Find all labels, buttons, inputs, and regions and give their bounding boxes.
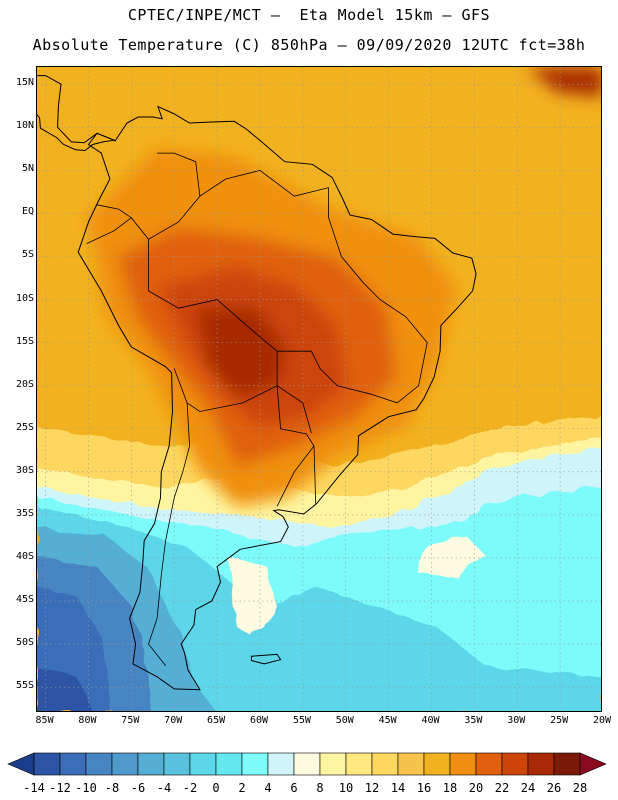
country-border bbox=[277, 187, 428, 404]
colorbar-swatch bbox=[85, 752, 113, 776]
colorbar-swatch bbox=[163, 752, 191, 776]
country-border bbox=[173, 368, 278, 412]
country-border bbox=[148, 239, 312, 434]
latitude-label: 5S bbox=[21, 249, 34, 261]
colorbar-swatch bbox=[527, 752, 555, 776]
colorbar-swatch bbox=[111, 752, 139, 776]
country-border bbox=[157, 152, 201, 197]
colorbar-swatch bbox=[319, 752, 347, 776]
colorbar-swatch bbox=[33, 752, 61, 776]
colorbar-swatch bbox=[293, 752, 321, 776]
colorbar-label: -2 bbox=[182, 781, 198, 795]
colorbar-label: 6 bbox=[290, 781, 298, 795]
colorbar-label: 8 bbox=[316, 781, 324, 795]
longitude-label: 20W bbox=[592, 715, 612, 726]
colorbar-swatch bbox=[371, 752, 399, 776]
colorbar-label: 10 bbox=[338, 781, 354, 795]
colorbar-swatch bbox=[449, 752, 477, 776]
colorbar-label: 16 bbox=[416, 781, 432, 795]
longitude-label: 40W bbox=[421, 715, 440, 726]
colorbar-label: -8 bbox=[104, 781, 120, 795]
colorbar-label: 14 bbox=[390, 781, 406, 795]
country-border bbox=[96, 204, 132, 219]
colorbar-label: -6 bbox=[130, 781, 146, 795]
temperature-map bbox=[36, 66, 602, 712]
latitude-label: 25S bbox=[15, 421, 34, 433]
colorbar-label: 4 bbox=[264, 781, 272, 795]
colorbar-swatch bbox=[215, 752, 243, 776]
colorbar-label: -4 bbox=[156, 781, 172, 795]
colorbar-swatch bbox=[137, 752, 165, 776]
longitude-label: 85W bbox=[35, 715, 54, 726]
colorbar-label: -14 bbox=[23, 781, 45, 795]
colorbar-label: 22 bbox=[494, 781, 510, 795]
country-border bbox=[148, 402, 191, 666]
country-border bbox=[86, 217, 149, 244]
colorbar bbox=[7, 752, 607, 776]
latitude-label: 5N bbox=[21, 163, 34, 175]
longitude-label: 60W bbox=[249, 715, 268, 726]
latitude-label: 35S bbox=[15, 507, 34, 519]
latitude-label: 15N bbox=[15, 77, 34, 89]
colorbar-label: 20 bbox=[468, 781, 484, 795]
colorbar-swatch bbox=[189, 752, 217, 776]
falkland-islands-outline bbox=[250, 653, 282, 665]
colorbar-label: -10 bbox=[75, 781, 97, 795]
longitude-label: 45W bbox=[378, 715, 397, 726]
colorbar-swatch bbox=[59, 752, 87, 776]
latitude-label: 15S bbox=[15, 335, 34, 347]
colorbar-swatch bbox=[397, 752, 425, 776]
longitude-label: 75W bbox=[121, 715, 140, 726]
latitude-label: 55S bbox=[15, 680, 34, 692]
coastlines bbox=[37, 75, 477, 691]
longitude-label: 35W bbox=[464, 715, 483, 726]
colorbar-swatch bbox=[553, 752, 581, 776]
colorbar-swatch bbox=[345, 752, 373, 776]
colorbar-swatch bbox=[475, 752, 503, 776]
latitude-label: 10N bbox=[15, 120, 34, 132]
colorbar-underflow-arrow bbox=[7, 752, 35, 776]
colorbar-label: 26 bbox=[546, 781, 562, 795]
longitude-label: 25W bbox=[550, 715, 569, 726]
country-border bbox=[148, 169, 329, 240]
latitude-label: 10S bbox=[15, 292, 34, 304]
colorbar-label: 28 bbox=[572, 781, 588, 795]
longitude-label: 70W bbox=[164, 715, 183, 726]
colorbar-swatch bbox=[241, 752, 269, 776]
colorbar-swatch bbox=[423, 752, 451, 776]
colorbar-label: 24 bbox=[520, 781, 536, 795]
longitude-label: 65W bbox=[207, 715, 226, 726]
country-border bbox=[313, 445, 317, 504]
colorbar-swatch bbox=[267, 752, 295, 776]
colorbar-label: 12 bbox=[364, 781, 380, 795]
colorbar-label: 0 bbox=[212, 781, 220, 795]
latitude-label: 50S bbox=[15, 637, 34, 649]
country-border bbox=[276, 385, 315, 507]
longitude-label: 30W bbox=[507, 715, 526, 726]
chart-title-line-1: CPTEC/INPE/MCT – Eta Model 15km – GFS bbox=[127, 6, 491, 24]
longitude-label: 50W bbox=[335, 715, 354, 726]
colorbar-label: 18 bbox=[442, 781, 458, 795]
colorbar-overflow-arrow bbox=[579, 752, 607, 776]
latitude-label: 45S bbox=[15, 594, 34, 606]
temperature-field bbox=[37, 67, 601, 711]
latitude-label: 20S bbox=[15, 378, 34, 390]
chart-title-line-2: Absolute Temperature (C) 850hPa – 09/09/… bbox=[32, 36, 586, 54]
colorbar-label: -12 bbox=[49, 781, 71, 795]
continent-south-america-outline bbox=[77, 105, 477, 691]
longitude-label: 80W bbox=[78, 715, 97, 726]
central-america-outline bbox=[37, 75, 117, 152]
latitude-label: 30S bbox=[15, 464, 34, 476]
latitude-label: EQ bbox=[21, 206, 34, 218]
colorbar-swatch bbox=[501, 752, 529, 776]
colorbar-label: 2 bbox=[238, 781, 246, 795]
latitude-label: 40S bbox=[15, 550, 34, 562]
longitude-label: 55W bbox=[292, 715, 311, 726]
